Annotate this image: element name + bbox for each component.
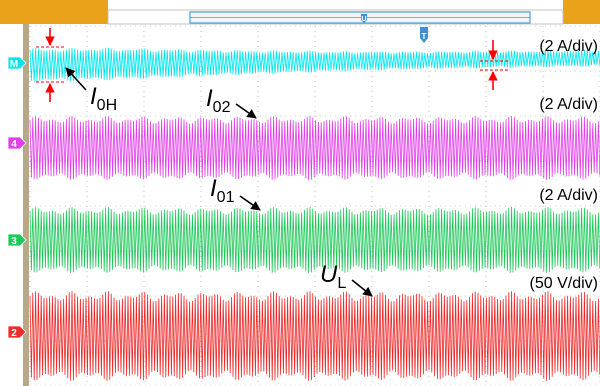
- status-bar-left-orange: [0, 0, 108, 24]
- series-label-i0h: I0H: [90, 83, 117, 114]
- trigger-marker-glyph: T: [422, 32, 427, 41]
- channel-badge-2[interactable]: 2: [7, 325, 27, 339]
- annotations-layer: (2 A/div)(2 A/div)(2 A/div)(50 V/div)I0H…: [36, 28, 598, 297]
- channel-badge-M[interactable]: M: [7, 56, 27, 70]
- status-bar-right-orange: [563, 0, 600, 24]
- scale-label-i0h: (2 A/div): [539, 38, 598, 55]
- series-label-sub: 02: [213, 99, 231, 116]
- series-label-main: I: [90, 83, 97, 110]
- waveform-layer: [29, 47, 600, 381]
- scale-label-i01: (2 A/div): [539, 187, 598, 204]
- channel-badge-label: M: [10, 59, 18, 70]
- series-label-i01: I01: [210, 175, 235, 206]
- series-label-sub: 0H: [97, 97, 117, 114]
- channel-badge-label: 3: [11, 236, 17, 247]
- series-label-ul: UL: [320, 261, 346, 292]
- waveform-i02: [29, 115, 600, 180]
- series-pointer-arrow: [351, 279, 373, 297]
- series-pointer-arrow: [65, 67, 87, 91]
- series-label-sub: L: [337, 275, 346, 292]
- series-label-i02: I02: [206, 85, 231, 116]
- series-label-sub: 01: [217, 189, 235, 206]
- waveform-i01: [29, 206, 600, 273]
- waveform-ul: [29, 291, 600, 381]
- trigger-position-marker[interactable]: T: [420, 27, 428, 43]
- scale-label-ul: (50 V/div): [530, 275, 598, 292]
- series-pointer-arrow: [235, 103, 257, 119]
- window-marker-glyph: U: [361, 16, 366, 23]
- series-label-main: I: [206, 85, 213, 112]
- scale-label-i02: (2 A/div): [539, 96, 598, 113]
- channel-badge-label: 4: [11, 139, 17, 150]
- series-pointer-arrow: [239, 195, 261, 211]
- series-label-main: U: [320, 261, 338, 288]
- marker-layer: U T: [361, 14, 428, 43]
- series-label-main: I: [210, 175, 217, 202]
- window-position-marker[interactable]: U: [361, 14, 367, 23]
- channel-badges: M 4 3 2: [7, 56, 27, 339]
- channel-badge-label: 2: [11, 328, 17, 339]
- channel-badge-3[interactable]: 3: [7, 233, 27, 247]
- channel-badge-4[interactable]: 4: [7, 136, 27, 150]
- waveform-i0h: [29, 47, 600, 82]
